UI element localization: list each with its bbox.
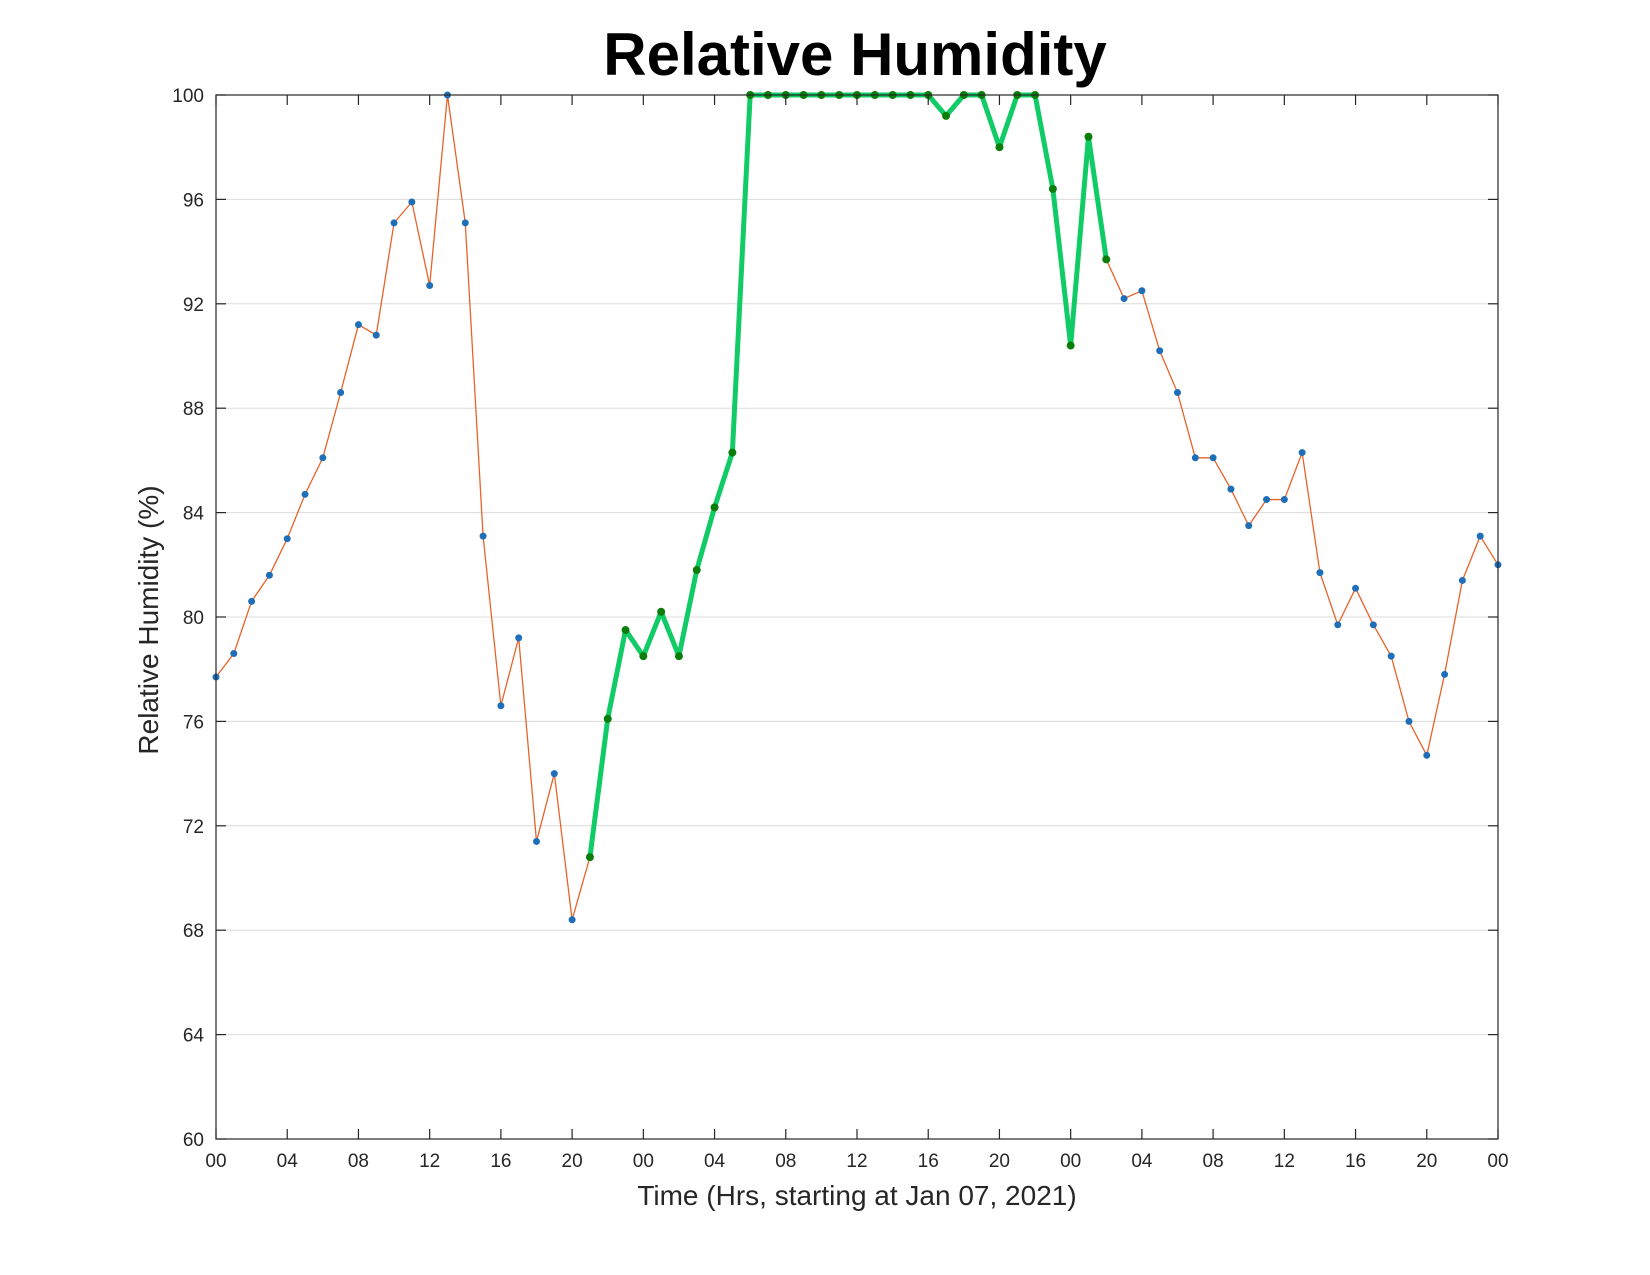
data-point (1174, 389, 1181, 397)
x-tick-label: 00 (1487, 1151, 1508, 1172)
data-point (1227, 485, 1235, 493)
x-tick-label: 20 (989, 1151, 1010, 1172)
series-line (215, 94, 1499, 920)
y-tick-label: 68 (183, 921, 204, 942)
x-tick-label: 04 (704, 1151, 726, 1172)
data-point (1352, 584, 1360, 592)
x-tick-label: 12 (846, 1151, 867, 1172)
data-point (1156, 347, 1164, 355)
y-tick-label: 92 (183, 295, 204, 316)
y-tick-label: 64 (183, 1026, 205, 1047)
x-tick-label: 16 (1345, 1151, 1366, 1172)
highlighted-data-point (1102, 255, 1111, 264)
data-point (568, 916, 576, 924)
x-tick-label: 20 (1416, 1151, 1437, 1172)
data-point (497, 702, 505, 710)
highlighted-data-point (710, 503, 719, 512)
x-tick-label: 16 (490, 1151, 511, 1172)
data-point (1138, 287, 1146, 295)
data-point (408, 198, 416, 206)
y-axis-ticks: 60 64 68 72 76 80 84 88 92 96 100 (172, 86, 1498, 1151)
highlighted-data-point (603, 714, 612, 723)
data-point (1263, 496, 1271, 504)
y-tick-label: 88 (183, 399, 204, 420)
data-point (248, 597, 256, 605)
data-point (337, 389, 345, 397)
grid-lines (216, 198, 1498, 1036)
data-point (1423, 751, 1431, 759)
x-tick-label: 16 (918, 1151, 939, 1172)
data-point (1120, 295, 1128, 303)
x-tick-label: 12 (1274, 1151, 1295, 1172)
y-tick-label: 80 (183, 608, 204, 629)
data-point (1369, 621, 1377, 629)
data-point (372, 331, 380, 339)
x-tick-label: 08 (1203, 1151, 1224, 1172)
highlighted-series-line (587, 92, 1109, 860)
highlighted-data-point (657, 607, 666, 616)
highlighted-data-point (1066, 341, 1075, 350)
x-tick-label: 12 (419, 1151, 440, 1172)
data-point (1245, 522, 1253, 530)
data-point (1405, 717, 1413, 725)
x-tick-label: 00 (1060, 1151, 1081, 1172)
data-point (301, 490, 309, 498)
x-tick-label: 04 (277, 1151, 299, 1172)
data-point (283, 535, 291, 543)
series-lines (215, 92, 1499, 920)
highlighted-data-point (692, 566, 701, 575)
highlighted-data-point (674, 652, 683, 661)
y-tick-label: 84 (183, 504, 205, 525)
data-point (1191, 454, 1199, 462)
y-tick-label: 60 (183, 1130, 204, 1151)
highlighted-data-point (585, 853, 594, 862)
data-point (1476, 532, 1484, 540)
data-point (1441, 670, 1449, 678)
data-point (1209, 454, 1217, 462)
data-point (354, 321, 362, 329)
x-tick-label: 00 (633, 1151, 654, 1172)
data-point (230, 650, 238, 658)
highlighted-data-point (1084, 132, 1093, 141)
highlighted-data-point (728, 448, 737, 457)
highlighted-data-point (995, 143, 1004, 152)
x-axis-ticks: 00 04 08 12 16 20 00 04 08 12 16 20 00 04 08 12 16 20 00 (205, 95, 1509, 1172)
highlighted-data-point (621, 626, 630, 635)
y-tick-label: 72 (183, 817, 204, 838)
data-point (1280, 496, 1288, 504)
data-points (212, 91, 1502, 924)
y-tick-label: 76 (183, 712, 204, 733)
data-point (1387, 652, 1395, 660)
data-point (1316, 569, 1324, 577)
data-point (265, 571, 273, 579)
y-axis-label: Relative Humidity (%) (133, 485, 164, 754)
highlighted-data-point (1048, 184, 1057, 193)
data-point (390, 219, 398, 227)
x-tick-label: 20 (562, 1151, 583, 1172)
highlighted-data-point (942, 111, 951, 120)
y-tick-label: 96 (183, 190, 204, 211)
x-tick-label: 04 (1131, 1151, 1153, 1172)
data-point (533, 837, 540, 845)
data-point (1298, 449, 1306, 457)
x-axis-label: Time (Hrs, starting at Jan 07, 2021) (637, 1180, 1076, 1211)
data-point (550, 770, 558, 778)
data-point (1334, 621, 1342, 629)
data-point (461, 219, 469, 227)
x-tick-label: 08 (775, 1151, 796, 1172)
chart-title: Relative Humidity (603, 21, 1107, 88)
x-tick-label: 00 (205, 1151, 226, 1172)
data-point (479, 532, 487, 540)
y-tick-label: 100 (172, 86, 204, 107)
data-point (515, 634, 523, 642)
x-tick-label: 08 (348, 1151, 369, 1172)
data-point (426, 282, 434, 290)
highlighted-data-point (639, 652, 648, 661)
data-point (319, 454, 327, 462)
data-point (1458, 576, 1466, 584)
